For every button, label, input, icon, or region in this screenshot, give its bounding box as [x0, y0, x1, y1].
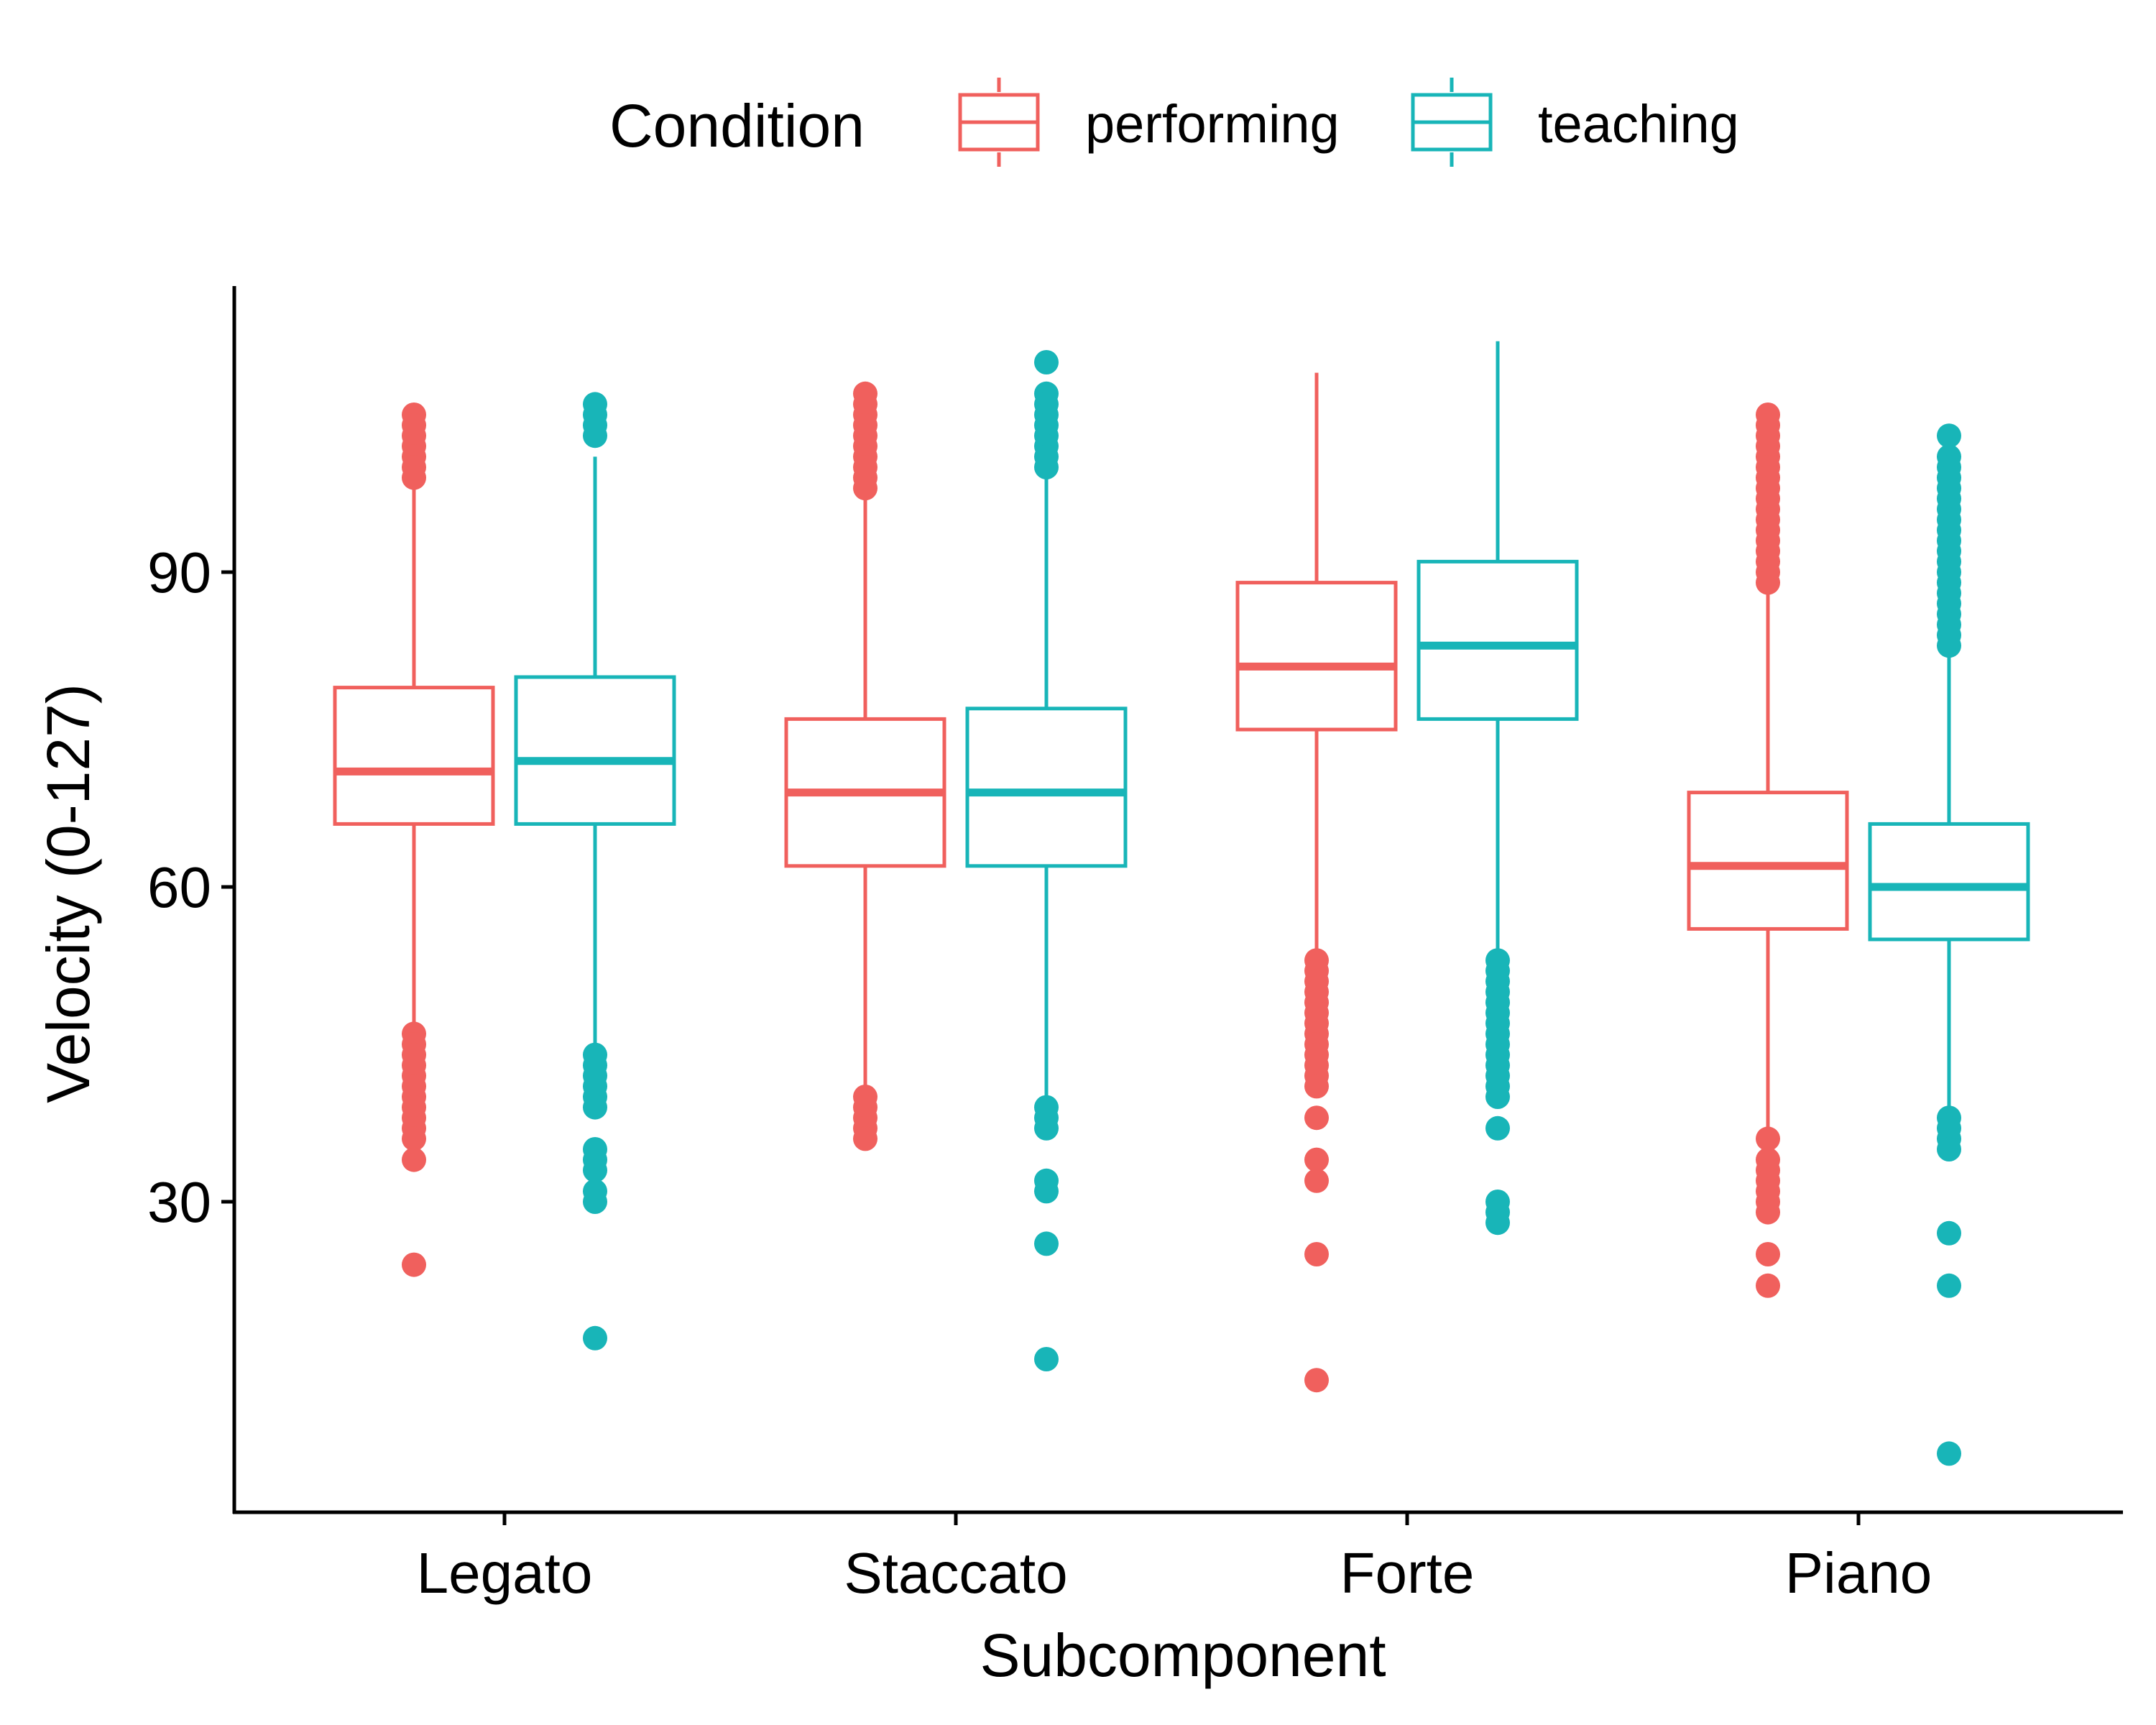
outlier-teaching-staccato-0 [1034, 350, 1059, 374]
outlier-performing-staccato-9 [853, 476, 877, 501]
outlier-performing-legato-17 [402, 1126, 426, 1151]
outlier-teaching-staccato-11 [1034, 1116, 1059, 1141]
y-axis-title: Velocity (0-127) [34, 684, 102, 1103]
box-group-teaching-piano [1868, 423, 2030, 1466]
outlier-performing-forte-14 [1304, 1147, 1329, 1172]
outlier-teaching-piano-0 [1937, 423, 1961, 448]
outlier-teaching-piano-23 [1937, 1137, 1961, 1162]
outlier-teaching-piano-19 [1937, 633, 1961, 658]
outlier-teaching-forte-13 [1485, 1085, 1510, 1109]
outlier-performing-staccato-14 [853, 1126, 877, 1151]
outlier-teaching-forte-17 [1485, 1210, 1510, 1236]
outlier-teaching-piano-26 [1937, 1441, 1961, 1466]
box-teaching-legato [514, 675, 676, 826]
outlier-performing-forte-17 [1304, 1368, 1329, 1393]
outlier-performing-piano-16 [1756, 570, 1780, 595]
outlier-performing-piano-17 [1756, 1126, 1780, 1151]
box-group-performing-forte [1235, 372, 1398, 1393]
outlier-performing-forte-13 [1304, 1105, 1329, 1131]
box-performing-legato [333, 686, 495, 826]
box-group-teaching-legato [514, 392, 676, 1351]
outlier-performing-piano-24 [1756, 1242, 1780, 1266]
outlier-performing-forte-12 [1304, 1074, 1329, 1099]
outlier-teaching-legato-3 [583, 423, 607, 448]
y-tick-label-90: 90 [147, 540, 211, 604]
outlier-teaching-legato-14 [583, 1190, 607, 1214]
outlier-performing-legato-18 [402, 1147, 426, 1172]
outlier-teaching-staccato-14 [1034, 1231, 1059, 1256]
y-tick-label-60: 60 [147, 855, 211, 919]
x-tick-label-legato: Legato [417, 1541, 593, 1605]
box-group-performing-staccato [784, 381, 946, 1151]
box-group-teaching-forte [1416, 341, 1579, 1236]
box-group-performing-piano [1687, 402, 1849, 1298]
outlier-teaching-legato-15 [583, 1325, 607, 1351]
outlier-teaching-staccato-13 [1034, 1179, 1059, 1204]
x-tick-label-forte: Forte [1340, 1541, 1475, 1605]
box-group-teaching-staccato [965, 350, 1128, 1371]
y-axis: 30 60 90 [147, 286, 236, 1514]
outlier-teaching-forte-14 [1485, 1116, 1510, 1141]
legend: Condition performing teaching [609, 78, 1739, 167]
legend-key-performing [958, 78, 1040, 167]
outlier-teaching-legato-9 [583, 1095, 607, 1120]
x-tick-label-piano: Piano [1785, 1541, 1932, 1605]
outlier-teaching-piano-24 [1937, 1220, 1961, 1246]
x-tick-label-staccato: Staccato [844, 1541, 1067, 1605]
legend-label-performing: performing [1085, 94, 1340, 154]
box-teaching-forte [1416, 559, 1579, 721]
box-performing-piano [1687, 791, 1849, 931]
outlier-performing-forte-16 [1304, 1242, 1329, 1266]
x-axis-title: Subcomponent [980, 1622, 1386, 1689]
outlier-teaching-piano-25 [1937, 1273, 1961, 1298]
box-teaching-staccato [965, 707, 1128, 868]
outlier-teaching-staccato-15 [1034, 1347, 1059, 1371]
x-axis: Legato Staccato Forte Piano [233, 1510, 2123, 1605]
outlier-performing-piano-25 [1756, 1273, 1780, 1298]
box-teaching-piano [1868, 822, 2030, 942]
legend-label-teaching: teaching [1538, 94, 1739, 154]
box-performing-forte [1235, 581, 1398, 732]
outlier-performing-piano-23 [1756, 1200, 1780, 1225]
plot-area [333, 341, 2030, 1466]
box-group-performing-legato [333, 402, 495, 1277]
outlier-performing-legato-19 [402, 1252, 426, 1277]
legend-key-teaching [1411, 78, 1493, 167]
legend-title: Condition [609, 92, 865, 160]
outlier-performing-forte-15 [1304, 1168, 1329, 1193]
outlier-performing-legato-6 [402, 465, 426, 490]
outlier-teaching-staccato-8 [1034, 455, 1059, 479]
y-tick-label-30: 30 [147, 1170, 211, 1234]
outlier-teaching-legato-12 [583, 1158, 607, 1183]
